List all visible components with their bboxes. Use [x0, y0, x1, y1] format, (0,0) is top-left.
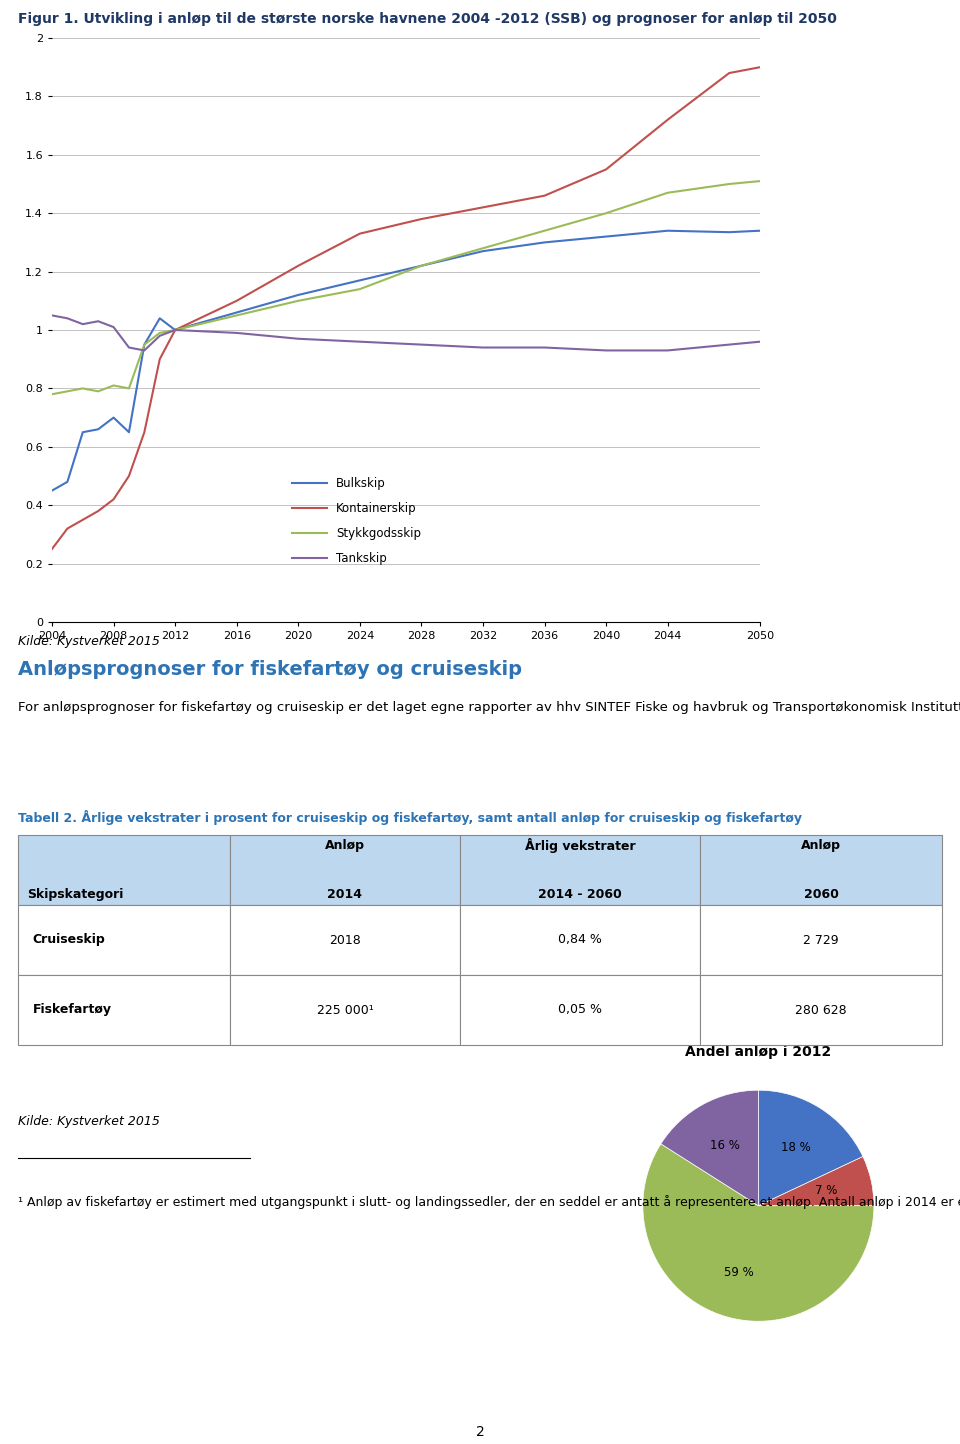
Text: Figur 1. Utvikling i anløp til de største norske havnene 2004 -2012 (SSB) og pro: Figur 1. Utvikling i anløp til de størst…	[18, 12, 837, 26]
Legend: Bulkskip, Kontainerskip, Stykkgodsskip, Tankskip: Bulkskip, Kontainerskip, Stykkgodsskip, …	[287, 472, 426, 569]
Text: Anløp: Anløp	[325, 839, 365, 852]
Text: 2: 2	[475, 1425, 485, 1440]
Wedge shape	[758, 1090, 863, 1206]
Wedge shape	[643, 1144, 874, 1321]
Text: 280 628: 280 628	[795, 1004, 847, 1017]
Text: Anløp: Anløp	[801, 839, 841, 852]
Text: 225 000¹: 225 000¹	[317, 1004, 373, 1017]
Wedge shape	[758, 1157, 874, 1206]
Text: 18 %: 18 %	[780, 1141, 810, 1154]
Text: Cruiseskip: Cruiseskip	[33, 933, 106, 946]
Text: 16 %: 16 %	[710, 1138, 740, 1151]
Text: Kilde: Kystverket 2015: Kilde: Kystverket 2015	[18, 635, 160, 648]
Text: Fiskefartøy: Fiskefartøy	[33, 1004, 111, 1017]
Text: 7 %: 7 %	[815, 1184, 837, 1197]
Text: 2060: 2060	[804, 888, 838, 901]
Text: 0,84 %: 0,84 %	[558, 933, 602, 946]
Text: Kilde: Kystverket 2015: Kilde: Kystverket 2015	[18, 1115, 160, 1128]
Text: 2018: 2018	[329, 933, 361, 946]
Wedge shape	[660, 1090, 758, 1206]
Text: 2 729: 2 729	[804, 933, 839, 946]
Text: 2014: 2014	[327, 888, 363, 901]
Text: Skipskategori: Skipskategori	[28, 888, 124, 901]
Title: Andel anløp i 2012: Andel anløp i 2012	[685, 1045, 831, 1058]
Text: 0,05 %: 0,05 %	[558, 1004, 602, 1017]
Text: ¹ Anløp av fiskefartøy er estimert med utgangspunkt i slutt- og landingssedler, : ¹ Anløp av fiskefartøy er estimert med u…	[18, 1196, 960, 1209]
Text: Tabell 2. Årlige vekstrater i prosent for cruiseskip og fiskefartøy, samt antall: Tabell 2. Årlige vekstrater i prosent fo…	[18, 810, 802, 825]
Text: 59 %: 59 %	[724, 1266, 754, 1279]
Text: Anløpsprognoser for fiskefartøy og cruiseskip: Anløpsprognoser for fiskefartøy og cruis…	[18, 660, 522, 679]
Text: For anløpsprognoser for fiskefartøy og cruiseskip er det laget egne rapporter av: For anløpsprognoser for fiskefartøy og c…	[18, 700, 960, 713]
Text: 2014 - 2060: 2014 - 2060	[539, 888, 622, 901]
Text: Årlig vekstrater: Årlig vekstrater	[525, 838, 636, 853]
